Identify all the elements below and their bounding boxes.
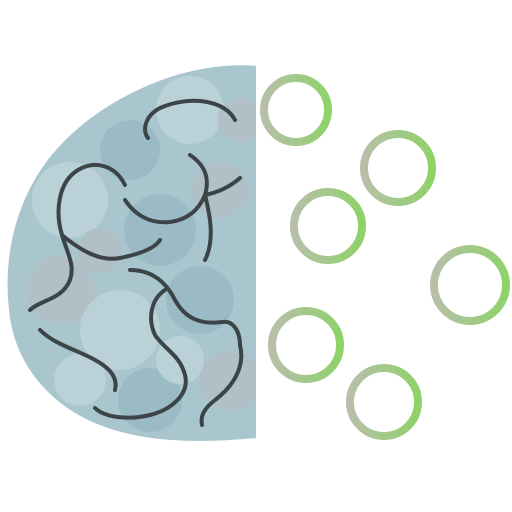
brain-half <box>7 65 256 441</box>
brain-folds <box>28 98 244 427</box>
brain-texture <box>26 76 256 432</box>
circuit-node <box>290 188 366 264</box>
circuit-node <box>268 307 344 383</box>
circuit-node <box>346 364 422 440</box>
circuit-node <box>360 130 436 206</box>
circuit-half <box>252 74 510 440</box>
circuit-node <box>260 74 332 146</box>
circuit-node <box>430 245 510 325</box>
